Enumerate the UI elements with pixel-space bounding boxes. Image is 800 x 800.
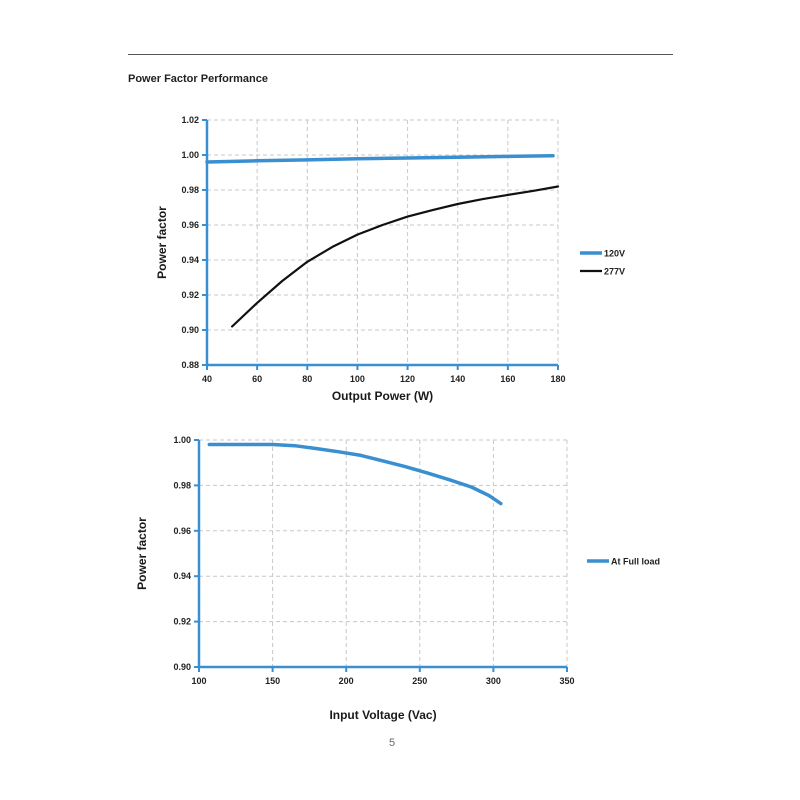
y-tick-label: 0.90 <box>173 662 191 672</box>
x-tick-label: 150 <box>265 676 280 686</box>
y-tick-label: 1.00 <box>173 435 191 445</box>
y-axis-title: Power factor <box>135 517 149 590</box>
y-tick-label: 0.96 <box>173 526 191 536</box>
x-tick-label: 100 <box>191 676 206 686</box>
y-tick-label: 0.90 <box>181 325 199 335</box>
x-axis-title: Output Power (W) <box>332 389 433 403</box>
series-line-at-full-load <box>207 442 503 506</box>
series-line-120v <box>205 153 555 164</box>
y-axis-title: Power factor <box>155 206 169 279</box>
y-tick-label: 0.88 <box>181 360 199 370</box>
legend-label: 277V <box>604 267 625 277</box>
top-rule <box>128 54 673 55</box>
x-tick-label: 80 <box>302 374 312 384</box>
x-tick-label: 300 <box>486 676 501 686</box>
legend-label: 120V <box>604 249 625 259</box>
series-line-277v <box>231 185 560 328</box>
x-tick-label: 120 <box>400 374 415 384</box>
y-tick-label: 0.94 <box>173 571 191 581</box>
x-tick-label: 40 <box>202 374 212 384</box>
x-tick-label: 350 <box>559 676 574 686</box>
y-tick-label: 1.00 <box>181 150 199 160</box>
legend-label: At Full load <box>611 557 660 567</box>
x-tick-label: 100 <box>350 374 365 384</box>
y-tick-label: 0.92 <box>173 617 191 627</box>
section-title: Power Factor Performance <box>128 73 268 85</box>
x-tick-label: 250 <box>412 676 427 686</box>
x-tick-label: 140 <box>450 374 465 384</box>
page-number: 5 <box>388 737 396 749</box>
y-tick-label: 0.94 <box>181 255 199 265</box>
y-tick-label: 0.96 <box>181 220 199 230</box>
power-vs-output-chart: 40 60 80 100 120 140 160 180 0.88 0.90 0.92 0.94 0.9… <box>155 115 625 403</box>
x-tick-label: 200 <box>339 676 354 686</box>
y-tick-label: 0.98 <box>173 480 191 490</box>
x-tick-label: 180 <box>550 374 565 384</box>
y-tick-label: 0.92 <box>181 290 199 300</box>
x-axis-title: Input Voltage (Vac) <box>329 708 436 722</box>
y-tick-label: 1.02 <box>181 115 199 125</box>
x-tick-label: 60 <box>252 374 262 384</box>
y-tick-label: 0.98 <box>181 185 199 195</box>
x-tick-label: 160 <box>500 374 515 384</box>
